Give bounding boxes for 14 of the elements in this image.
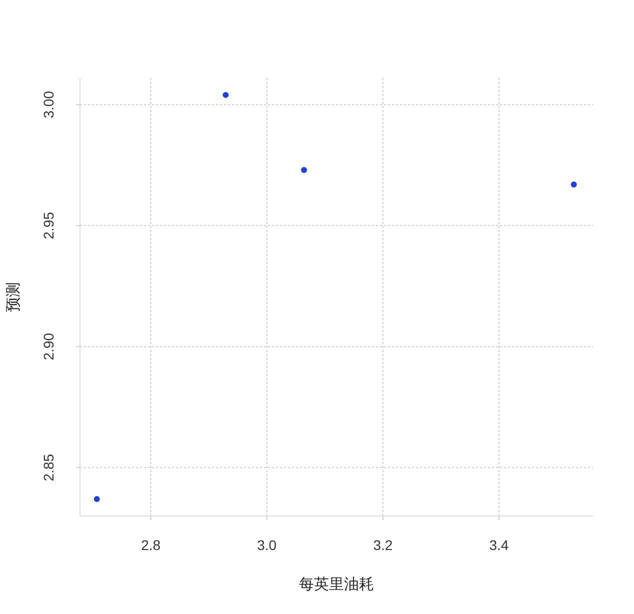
- point: [570, 181, 577, 188]
- y-tick-label: 2.85: [40, 454, 57, 482]
- y-tick-label: 2.95: [40, 212, 57, 240]
- x-tick-label: 3.0: [257, 537, 277, 553]
- y-tick-label: 3.00: [40, 90, 57, 118]
- y-tick-label: 2.90: [40, 332, 57, 360]
- x-tick-label: 3.2: [373, 537, 393, 553]
- x-tick-label: 2.8: [141, 537, 161, 553]
- point: [222, 92, 229, 98]
- point: [94, 496, 100, 502]
- x-axis-title: 每英里油耗: [299, 576, 374, 593]
- x-tick-label: 3.4: [489, 537, 509, 553]
- y-axis-title: 预测: [5, 282, 22, 312]
- point: [301, 166, 307, 173]
